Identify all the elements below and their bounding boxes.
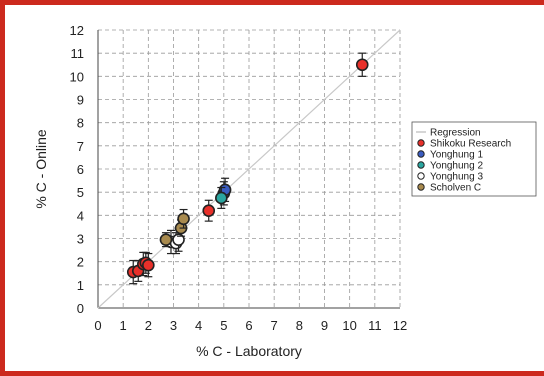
legend-label: Regression [430,128,481,139]
legend-label: Yonghung 3 [430,172,483,183]
y-tick-label: 9 [77,93,84,108]
chart-panel: 0 1 2 3 4 5 6 7 8 9 10 11 12 0 1 2 3 4 5 6 7 8 9 10 11 12 % C - … [8,8,544,369]
y-tick-label: 7 [77,139,84,154]
legend-swatch [417,161,425,169]
legend-swatch [417,150,425,158]
legend-label: Yonghung 2 [430,161,483,172]
x-tick-label: 6 [245,318,252,333]
x-tick-label: 0 [94,318,101,333]
x-tick-labels: 0 1 2 3 4 5 6 7 8 9 10 11 12 [94,318,407,333]
x-axis-label: % C - Laboratory [196,343,302,359]
x-tick-label: 2 [145,318,152,333]
y-axis-label: % C - Online [33,129,49,209]
x-tick-label: 1 [120,318,127,333]
y-tick-label: 11 [71,46,85,61]
y-tick-label: 3 [77,232,84,247]
y-tick-label: 10 [70,69,84,84]
x-tick-label: 10 [342,318,356,333]
data-point [172,233,185,246]
data-points [126,52,369,285]
data-point [159,233,173,246]
legend-swatch [417,183,425,191]
y-tick-label: 12 [70,23,84,38]
legend-swatch [417,139,425,147]
x-tick-label: 9 [321,318,328,333]
x-tick-label: 3 [170,318,177,333]
x-tick-label: 7 [271,318,278,333]
legend-label: Yonghung 1 [430,150,483,161]
y-tick-label: 2 [77,255,84,270]
legend-label: Scholven C [430,183,481,194]
x-tick-label: 8 [296,318,303,333]
legend-box [411,121,537,197]
x-tick-label: 11 [368,318,382,333]
y-tick-label: 5 [77,185,84,200]
data-point [177,212,190,226]
y-tick-label: 6 [77,162,84,177]
legend-swatch [417,172,425,180]
data-point [202,204,216,217]
x-tick-label: 4 [195,318,202,333]
data-point [142,258,155,272]
y-tick-label: 8 [77,116,84,131]
data-point [215,191,228,205]
y-tick-label: 4 [77,208,84,223]
legend-label: Shikoku Research [430,139,511,150]
x-tick-label: 5 [220,318,227,333]
x-tick-label: 12 [393,318,407,333]
data-point [355,58,369,72]
y-tick-label: 0 [77,301,84,316]
y-tick-label: 1 [77,278,84,293]
